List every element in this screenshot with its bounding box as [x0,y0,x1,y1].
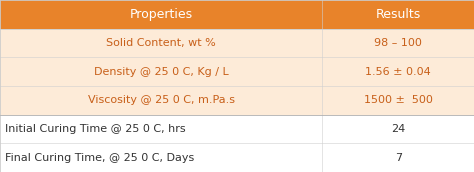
FancyBboxPatch shape [0,115,474,143]
Text: 1.56 ± 0.04: 1.56 ± 0.04 [365,67,431,77]
Text: Results: Results [375,8,421,21]
FancyBboxPatch shape [0,0,474,29]
FancyBboxPatch shape [0,86,474,115]
Text: 98 – 100: 98 – 100 [374,38,422,48]
FancyBboxPatch shape [0,143,474,172]
Text: 1500 ±  500: 1500 ± 500 [364,95,433,105]
Text: Density @ 25 0 C, Kg / L: Density @ 25 0 C, Kg / L [94,67,228,77]
Text: Initial Curing Time @ 25 0 C, hrs: Initial Curing Time @ 25 0 C, hrs [5,124,185,134]
FancyBboxPatch shape [0,57,474,86]
Text: 24: 24 [391,124,405,134]
Text: 7: 7 [394,153,402,163]
Text: Viscosity @ 25 0 C, m.Pa.s: Viscosity @ 25 0 C, m.Pa.s [88,95,235,105]
Text: Solid Content, wt %: Solid Content, wt % [106,38,216,48]
Text: Properties: Properties [129,8,193,21]
FancyBboxPatch shape [0,29,474,57]
Text: Final Curing Time, @ 25 0 C, Days: Final Curing Time, @ 25 0 C, Days [5,153,194,163]
